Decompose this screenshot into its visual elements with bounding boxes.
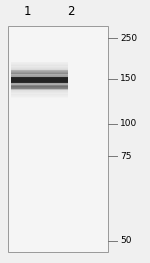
Bar bbox=[11, 79, 68, 81]
Bar bbox=[11, 92, 68, 93]
Bar bbox=[11, 90, 68, 91]
Bar bbox=[11, 70, 68, 71]
Bar bbox=[11, 77, 68, 78]
Bar bbox=[11, 96, 68, 98]
Bar bbox=[11, 91, 68, 92]
Text: 50: 50 bbox=[120, 236, 132, 245]
Bar bbox=[11, 78, 68, 79]
Bar bbox=[11, 64, 68, 65]
Bar bbox=[11, 84, 68, 85]
Bar bbox=[11, 85, 68, 87]
Bar bbox=[11, 80, 68, 82]
Bar bbox=[11, 87, 68, 89]
Text: 2: 2 bbox=[67, 5, 74, 18]
Bar bbox=[11, 94, 68, 96]
Bar bbox=[11, 63, 68, 65]
Bar bbox=[11, 76, 68, 77]
Bar bbox=[8, 26, 108, 252]
Text: 150: 150 bbox=[120, 74, 137, 83]
Bar bbox=[11, 87, 68, 88]
Bar bbox=[11, 71, 68, 73]
Bar bbox=[11, 83, 68, 84]
Bar bbox=[11, 88, 68, 90]
Bar bbox=[11, 73, 68, 74]
Bar bbox=[11, 75, 68, 76]
Bar bbox=[11, 95, 68, 97]
Bar bbox=[11, 89, 68, 90]
Bar bbox=[11, 70, 68, 72]
Bar bbox=[11, 93, 68, 94]
Text: 100: 100 bbox=[120, 119, 137, 128]
Text: 250: 250 bbox=[120, 34, 137, 43]
Bar bbox=[11, 85, 68, 89]
Bar bbox=[11, 67, 68, 68]
Bar bbox=[11, 77, 68, 83]
Bar bbox=[11, 62, 68, 63]
Bar bbox=[11, 94, 68, 95]
Bar bbox=[11, 66, 68, 67]
Bar bbox=[11, 82, 68, 83]
Text: 75: 75 bbox=[120, 152, 132, 161]
Bar bbox=[11, 85, 68, 86]
Bar bbox=[11, 74, 68, 75]
Bar bbox=[11, 65, 68, 67]
Bar bbox=[11, 68, 68, 69]
Bar bbox=[11, 69, 68, 70]
Bar bbox=[11, 78, 68, 80]
Text: 1: 1 bbox=[23, 5, 31, 18]
Bar bbox=[11, 81, 68, 82]
Bar bbox=[11, 72, 68, 74]
Bar bbox=[11, 62, 68, 64]
